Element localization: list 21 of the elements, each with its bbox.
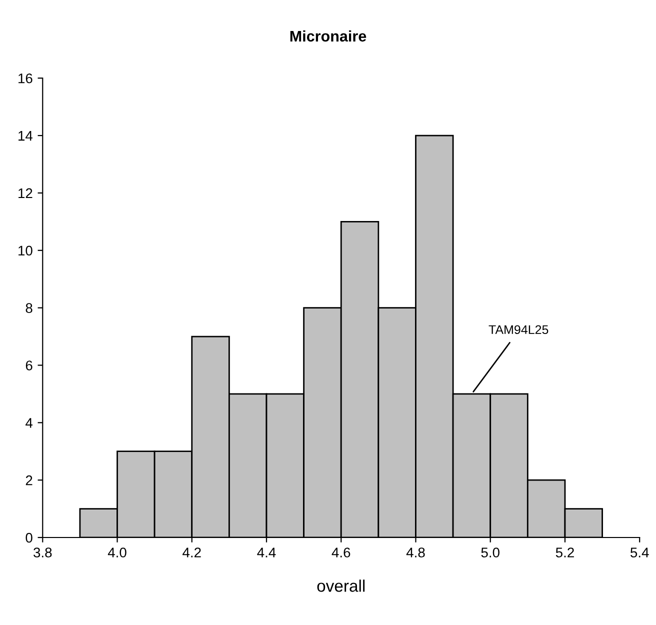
x-tick-label: 5.2 (556, 548, 574, 558)
y-tick-label: 2 (26, 475, 32, 486)
y-tick-label: 10 (18, 246, 32, 256)
y-tick-label: 8 (26, 303, 32, 313)
x-tick-label: 5.0 (481, 548, 500, 558)
x-tick-label: 4.0 (108, 548, 126, 558)
y-tick-label: 14 (18, 131, 33, 141)
y-tick-label: 4 (26, 418, 33, 428)
y-tick-label: 0 (26, 532, 32, 543)
annotation: TAM94L25 (488, 325, 548, 334)
y-tick-label: 16 (18, 73, 32, 84)
y-tick-label: 6 (26, 360, 32, 370)
chart-title: Micronaire (290, 30, 366, 42)
x-tick-label: 4.8 (406, 548, 425, 558)
x-tick-label: 5.4 (630, 548, 649, 558)
x-tick-label: 3.8 (34, 548, 52, 558)
x-tick-label: 4.2 (182, 548, 201, 558)
x-tick-label: 4.4 (257, 548, 276, 558)
x-axis-title: overall (317, 580, 365, 592)
x-tick-label: 4.6 (332, 548, 350, 558)
y-tick-label: 12 (18, 188, 32, 198)
